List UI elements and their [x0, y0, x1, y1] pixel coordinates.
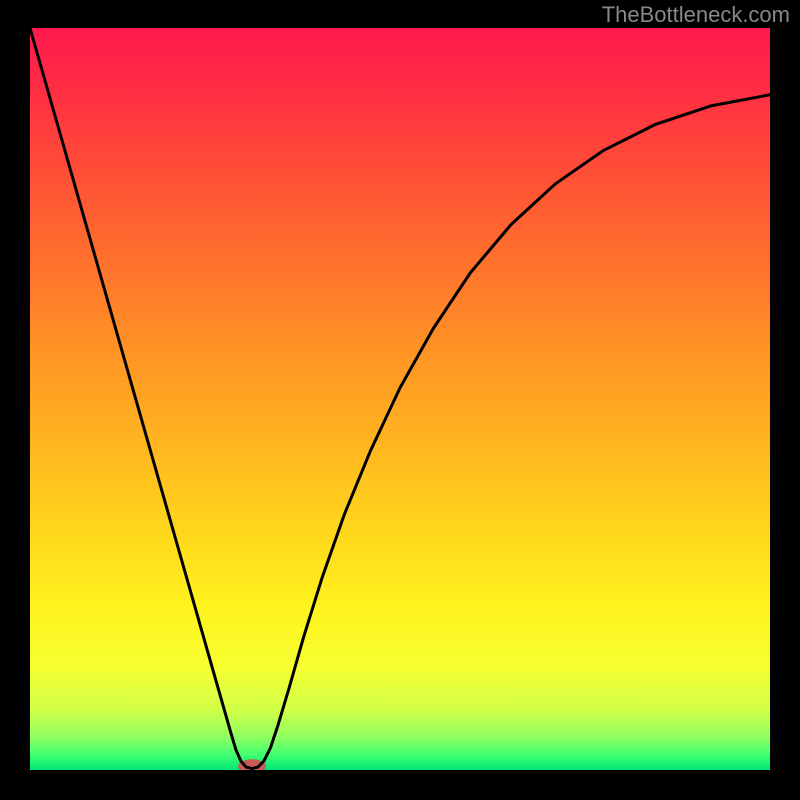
chart-container: TheBottleneck.com: [0, 0, 800, 800]
watermark-text: TheBottleneck.com: [602, 2, 790, 28]
plot-area: [30, 28, 770, 770]
chart-svg: [30, 28, 770, 770]
gradient-background: [30, 28, 770, 770]
